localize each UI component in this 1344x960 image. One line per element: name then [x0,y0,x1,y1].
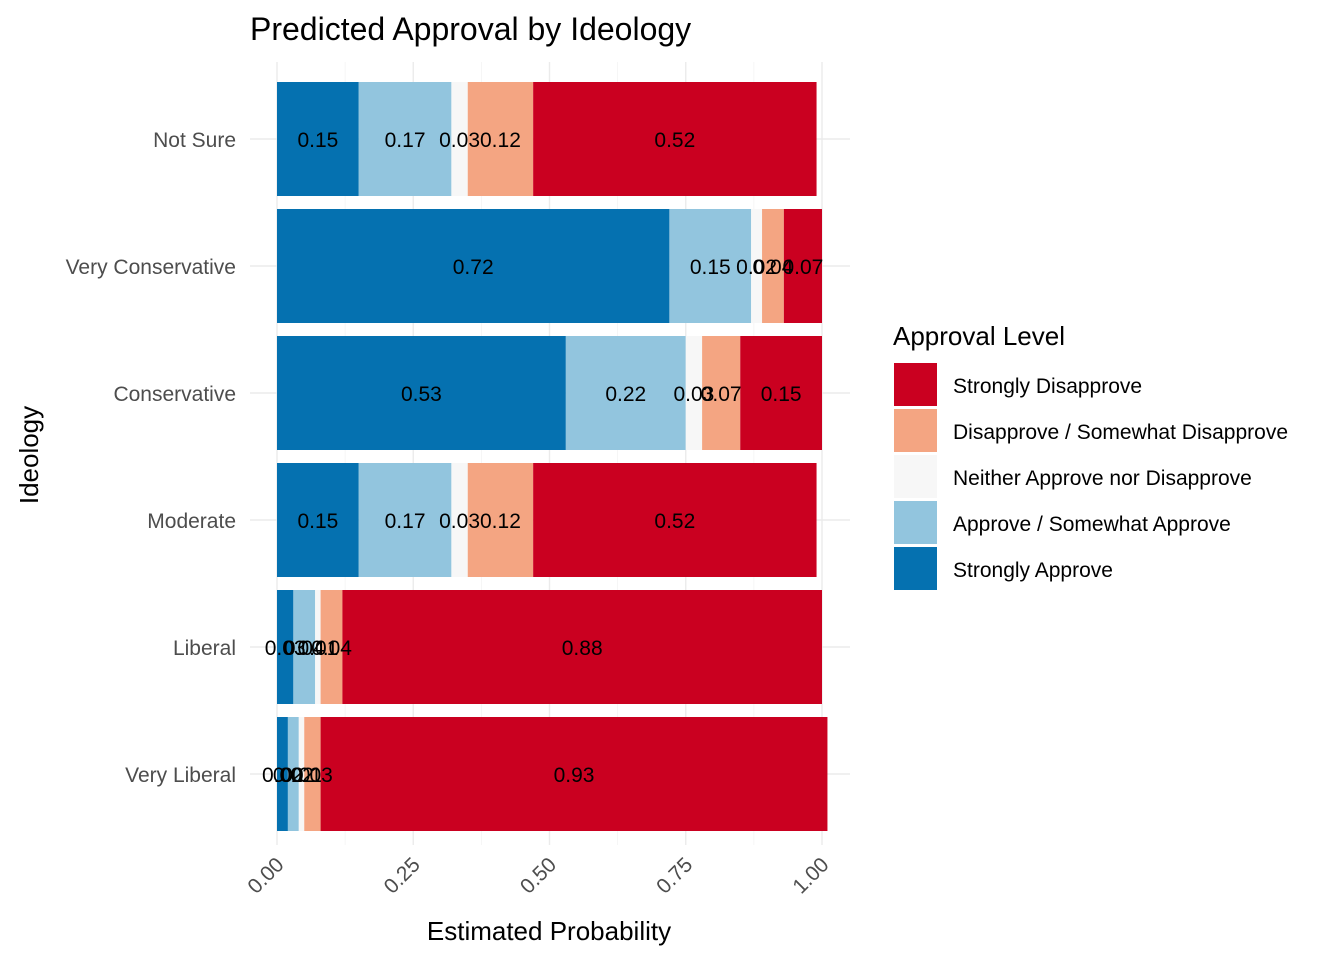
bar-value-label: 0.03 [673,383,714,406]
bar-segment [685,336,703,450]
x-tick-label: 0.50 [516,853,561,898]
y-tick-label: Not Sure [153,129,236,152]
bar-segment [277,209,670,323]
bar-segment [277,463,359,577]
x-axis-ticks: 0.00 0.25 0.50 0.75 1.00 [243,853,833,898]
bar-segment [293,590,316,704]
y-tick-label: Very Conservative [66,256,236,279]
bar-segment [751,209,763,323]
bar-value-label: 0.53 [401,383,442,406]
chart-title: Predicted Approval by Ideology [250,11,691,47]
x-tick-label: 0.00 [243,853,288,898]
bar-value-label: 0.72 [453,256,494,279]
legend-label: Strongly Approve [953,559,1113,582]
legend-swatch [894,409,937,452]
legend-label: Neither Approve nor Disapprove [953,467,1252,490]
bar-segment [277,82,359,196]
bar-value-label: 0.15 [297,129,338,152]
y-axis-ticks: Not Sure Very Conservative Conservative Mod… [66,129,236,787]
legend-label: Approve / Somewhat Approve [953,513,1231,536]
bar-value-label: 0.02 [273,764,314,787]
bar-segment [277,717,288,831]
bar-value-label: 0.17 [385,129,426,152]
bar-value-label: 0.15 [761,383,802,406]
bar-segment [467,463,534,577]
bar-segment [533,463,817,577]
bar-segment [762,209,784,323]
bar-segment [358,463,452,577]
x-axis-title: Estimated Probability [427,916,671,946]
bar-segment [358,82,452,196]
bar-segment [287,717,299,831]
bar-value-label: 0.52 [654,129,695,152]
bar-segment [304,717,321,831]
bar-value-label: 0.04 [284,637,325,660]
bar-value-label: 0.17 [385,510,426,533]
bar-segment [342,590,822,704]
legend-items: Strongly Disapprove Disapprove / Somewhat… [894,363,1288,590]
y-tick-label: Moderate [147,510,236,533]
bar-value-label: 0.01 [297,637,338,660]
bar-value-label: 0.04 [311,637,352,660]
bar-value-label: 0.88 [562,637,603,660]
y-tick-label: Conservative [113,383,236,406]
bar-value-label: 0.07 [701,383,742,406]
legend-swatch [894,455,937,498]
bar-value-label: 0.15 [297,510,338,533]
bar-segment [320,590,343,704]
legend-swatch [894,547,937,590]
bar-segment [783,209,822,323]
bar-value-label: 0.12 [480,510,521,533]
bar-segment [565,336,686,450]
y-axis-title: Ideology [14,406,44,504]
y-tick-label: Very Liberal [125,764,236,787]
bar-value-label: 0.03 [439,129,480,152]
bar-value-label: 0.02 [736,256,777,279]
bar-segment [277,590,294,704]
y-tick-label: Liberal [173,637,236,660]
bar-value-label: 0.02 [262,764,303,787]
bar-value-label: 0.01 [281,764,322,787]
legend-swatch [894,363,937,406]
bars [277,82,828,831]
bar-value-label: 0.03 [439,510,480,533]
bar-value-label: 0.12 [480,129,521,152]
legend-label: Strongly Disapprove [953,375,1142,398]
bar-segment [467,82,534,196]
legend-swatch [894,501,937,544]
bar-value-label: 0.03 [265,637,306,660]
bar-value-label: 0.07 [782,256,823,279]
bar-segment [451,463,468,577]
bar-segment [320,717,828,831]
legend: Approval Level Strongly Disapprove Disapp… [893,321,1288,590]
bar-labels: 0.15 0.17 0.03 0.12 0.520.72 0.15 0.020.040.07… [262,129,823,787]
bar-segment [298,717,305,831]
legend-label: Disapprove / Somewhat Disapprove [953,421,1288,444]
x-tick-label: 0.25 [380,853,425,898]
legend-title: Approval Level [893,321,1065,351]
bar-segment [315,590,321,704]
bar-value-label: 0.93 [554,764,595,787]
bar-value-label: 0.03 [292,764,333,787]
bar-value-label: 0.15 [690,256,731,279]
bar-segment [669,209,752,323]
x-tick-label: 1.00 [788,853,833,898]
bar-segment [277,336,566,450]
bar-segment [451,82,468,196]
bar-value-label: 0.22 [605,383,646,406]
x-tick-label: 0.75 [652,853,697,898]
bar-segment [740,336,822,450]
bar-segment [702,336,741,450]
bar-segment [533,82,817,196]
bar-value-label: 0.52 [654,510,695,533]
bar-value-label: 0.04 [753,256,794,279]
